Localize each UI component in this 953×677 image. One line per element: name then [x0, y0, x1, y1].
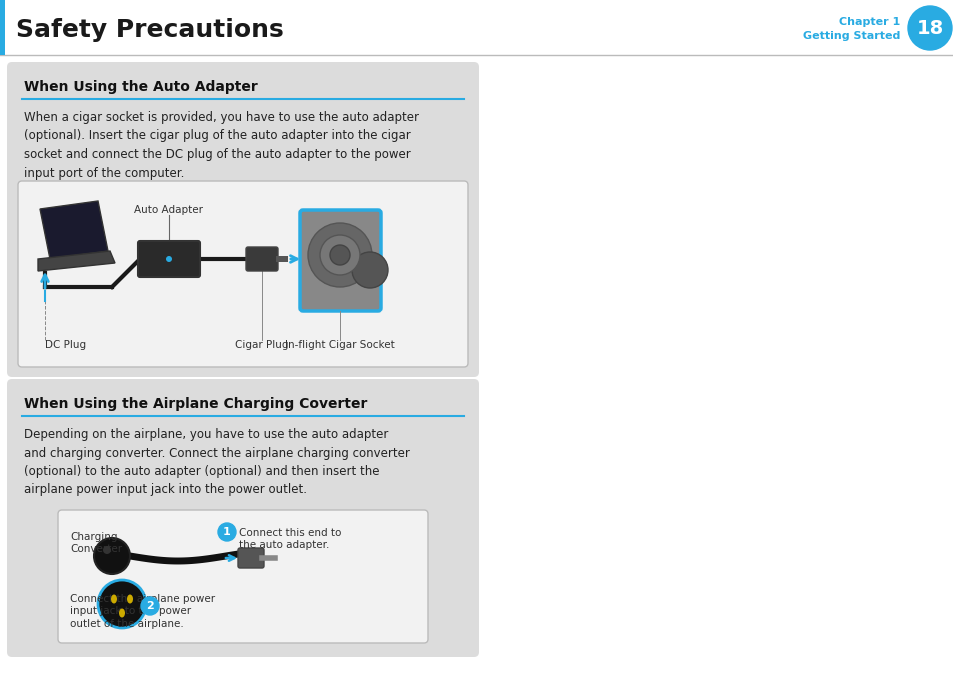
Circle shape	[94, 538, 130, 574]
Text: When Using the Airplane Charging Coverter: When Using the Airplane Charging Coverte…	[24, 397, 367, 411]
Text: Cigar Plug: Cigar Plug	[235, 340, 289, 350]
FancyBboxPatch shape	[18, 181, 468, 367]
Ellipse shape	[119, 609, 125, 617]
Text: Getting Started: Getting Started	[801, 31, 899, 41]
Ellipse shape	[111, 594, 117, 603]
Circle shape	[218, 523, 235, 541]
Text: Auto Adapter: Auto Adapter	[134, 205, 203, 215]
Circle shape	[103, 546, 111, 554]
FancyBboxPatch shape	[246, 247, 277, 271]
Text: 2: 2	[146, 601, 153, 611]
Text: When Using the Auto Adapter: When Using the Auto Adapter	[24, 80, 257, 94]
Circle shape	[352, 252, 388, 288]
FancyBboxPatch shape	[58, 510, 428, 643]
Text: Connect the airplane power
input jack to the power
outlet of the airplane.: Connect the airplane power input jack to…	[70, 594, 214, 629]
Bar	[275, 256, 288, 262]
Circle shape	[907, 6, 951, 50]
Circle shape	[319, 235, 359, 275]
Text: Connect this end to
the auto adapter.: Connect this end to the auto adapter.	[239, 528, 341, 550]
FancyBboxPatch shape	[138, 241, 200, 277]
FancyBboxPatch shape	[299, 210, 380, 311]
Circle shape	[98, 580, 146, 628]
Circle shape	[308, 223, 372, 287]
FancyBboxPatch shape	[237, 548, 264, 568]
Ellipse shape	[127, 594, 132, 603]
Text: Depending on the airplane, you have to use the auto adapter
and charging convert: Depending on the airplane, you have to u…	[24, 428, 410, 496]
Text: DC Plug: DC Plug	[45, 340, 86, 350]
Polygon shape	[40, 201, 108, 259]
Text: 1: 1	[223, 527, 231, 537]
FancyBboxPatch shape	[7, 379, 478, 657]
Text: Charging
Converter: Charging Converter	[70, 532, 122, 554]
Text: Chapter 1: Chapter 1	[838, 17, 899, 27]
Text: When a cigar socket is provided, you have to use the auto adapter
(optional). In: When a cigar socket is provided, you hav…	[24, 111, 418, 179]
FancyBboxPatch shape	[7, 62, 478, 377]
Circle shape	[141, 597, 159, 615]
Bar	[0, 0, 5, 55]
Text: 18: 18	[916, 18, 943, 37]
Polygon shape	[38, 251, 115, 271]
Text: In-flight Cigar Socket: In-flight Cigar Socket	[285, 340, 395, 350]
Text: Safety Precautions: Safety Precautions	[16, 18, 283, 42]
Circle shape	[166, 256, 172, 262]
Circle shape	[330, 245, 350, 265]
